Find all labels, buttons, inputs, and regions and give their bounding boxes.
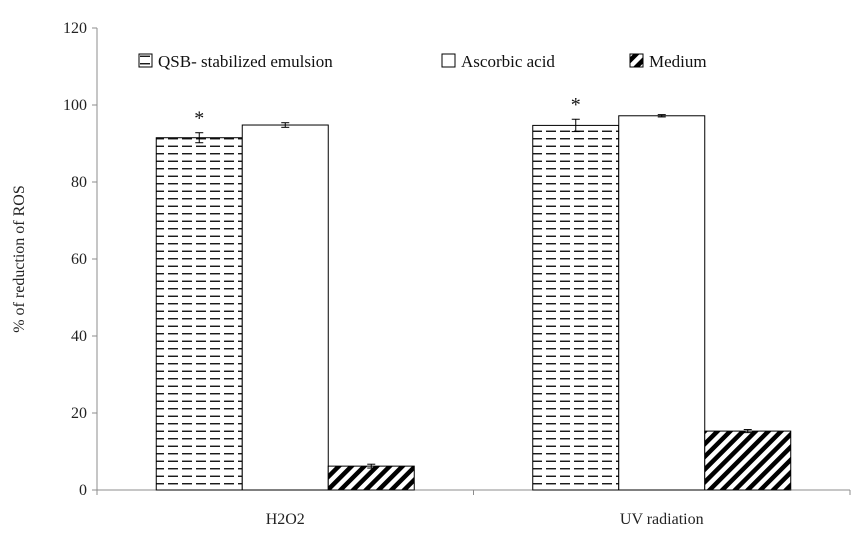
bar-solid-white-1 <box>618 115 706 491</box>
bar-diagonal-hatch-0 <box>327 465 415 491</box>
significance-annotations: ** <box>194 94 581 129</box>
y-tick-label: 120 <box>63 20 87 37</box>
legend-swatch-horizontal-lines <box>138 53 153 68</box>
legend: QSB- stabilized emulsion Ascorbic acid Med… <box>138 52 707 71</box>
bars <box>155 115 792 491</box>
y-axis-title: % of reduction of ROS <box>11 185 28 333</box>
significance-star: * <box>571 94 581 116</box>
x-tick-label: UV radiation <box>620 511 704 528</box>
error-bars <box>195 114 752 469</box>
y-tick-label: 20 <box>71 405 87 422</box>
bar-horizontal-lines-1 <box>532 124 620 491</box>
y-tick-label: 40 <box>71 328 87 345</box>
x-tick-labels: H2O2 UV radiation <box>266 511 704 528</box>
legend-label: Medium <box>649 52 707 71</box>
x-ticks <box>96 490 851 495</box>
significance-star: * <box>194 108 204 130</box>
bar-horizontal-lines-0 <box>155 137 243 491</box>
bar-diagonal-hatch-1 <box>704 430 792 491</box>
legend-swatch-diagonal-hatch <box>629 53 644 68</box>
x-tick-label: H2O2 <box>266 511 305 528</box>
y-tick-label: 60 <box>71 251 87 268</box>
y-ticks: 0 20 40 60 80 100 120 <box>63 20 97 499</box>
bar-solid-white-0 <box>241 124 329 491</box>
y-tick-label: 80 <box>71 174 87 191</box>
legend-swatch-solid-white <box>441 53 456 68</box>
legend-label: Ascorbic acid <box>461 52 555 71</box>
legend-label: QSB- stabilized emulsion <box>158 52 333 71</box>
y-tick-label: 100 <box>63 97 87 114</box>
y-tick-label: 0 <box>79 482 87 499</box>
